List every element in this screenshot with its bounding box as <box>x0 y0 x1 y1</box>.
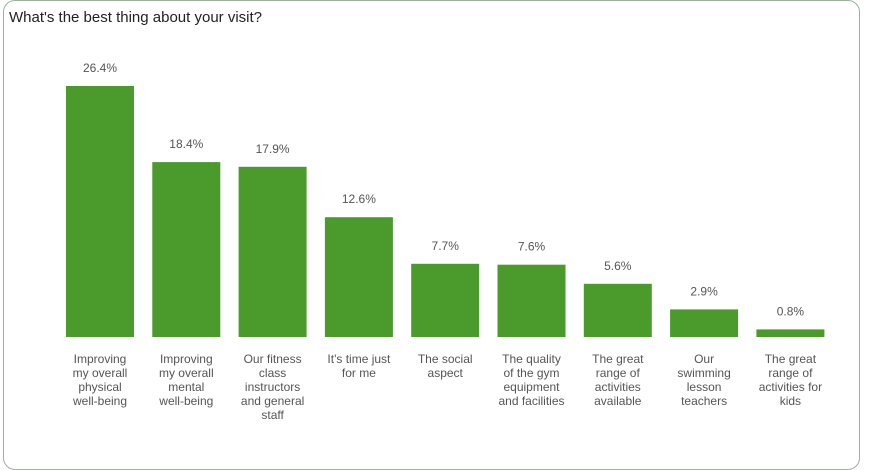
category-label-line: aspect <box>428 366 464 380</box>
category-label-line: range of <box>768 366 813 380</box>
chart-title: What's the best thing about your visit? <box>9 9 263 26</box>
value-label-8: 2.9% <box>690 284 718 298</box>
category-label-line: kids <box>780 394 801 408</box>
value-label-9: 0.8% <box>777 304 805 318</box>
category-label-line: The quality <box>502 352 561 366</box>
category-label-line: The great <box>592 352 644 366</box>
category-label-line: The social <box>418 352 473 366</box>
category-label-line: range of <box>596 366 641 380</box>
category-label-line: class <box>259 366 286 380</box>
bar-8 <box>670 309 739 337</box>
category-label-line: my overall <box>73 366 128 380</box>
category-label-line: and general <box>241 394 304 408</box>
category-label-line: and facilities <box>498 394 564 408</box>
category-label-line: activities for <box>759 380 822 394</box>
category-label-line: Improving <box>160 352 213 366</box>
category-label-line: activities <box>595 380 641 394</box>
value-label-3: 17.9% <box>256 142 290 156</box>
bar-7 <box>583 283 652 337</box>
value-label-4: 12.6% <box>342 192 376 206</box>
category-label-3: Our fitness class instructors and general st… <box>241 352 304 422</box>
category-label-line: available <box>594 394 642 408</box>
bar-1 <box>66 86 134 337</box>
category-label-line: for me <box>342 366 376 380</box>
category-label-6: The quality of the gym equipment and facili… <box>498 352 564 408</box>
category-label-line: It's time just <box>327 352 391 366</box>
bar-6 <box>497 264 566 337</box>
category-label-line: well-being <box>158 394 213 408</box>
value-label-6: 7.6% <box>518 240 546 254</box>
bar-2 <box>152 162 221 337</box>
category-label-line: my overall <box>159 366 214 380</box>
bar-4 <box>324 217 393 337</box>
category-label-1: Improving my overall physical well-being <box>72 352 127 408</box>
category-label-4: It's time just for me <box>327 352 391 380</box>
value-label-1: 26.4% <box>83 61 117 75</box>
value-label-2: 18.4% <box>169 137 203 151</box>
category-label-line: well-being <box>72 394 127 408</box>
category-label-7: The great range of activities available <box>592 352 644 408</box>
category-label-2: Improving my overall mental well-being <box>158 352 213 408</box>
category-label-5: The social aspect <box>418 352 473 380</box>
category-label-line: physical <box>78 380 121 394</box>
bar-9 <box>756 329 825 337</box>
value-label-5: 7.7% <box>432 239 460 253</box>
category-label-line: staff <box>261 408 284 422</box>
category-label-line: The great <box>765 352 817 366</box>
category-label-line: swimming <box>677 366 730 380</box>
category-label-line: mental <box>168 380 204 394</box>
category-label-line: Our <box>694 352 714 366</box>
category-label-line: of the gym <box>503 366 559 380</box>
bar-5 <box>411 263 480 337</box>
bar-3 <box>238 166 307 337</box>
category-label-line: Improving <box>74 352 127 366</box>
category-label-line: equipment <box>503 380 560 394</box>
category-label-line: Our fitness <box>244 352 302 366</box>
value-label-7: 5.6% <box>604 259 632 273</box>
chart-card <box>3 0 860 470</box>
category-label-line: lesson <box>687 380 722 394</box>
category-label-line: instructors <box>245 380 300 394</box>
category-label-line: teachers <box>681 394 727 408</box>
category-label-8: Our swimming lesson teachers <box>677 352 730 408</box>
category-label-9: The great range of activities for kids <box>759 352 822 408</box>
